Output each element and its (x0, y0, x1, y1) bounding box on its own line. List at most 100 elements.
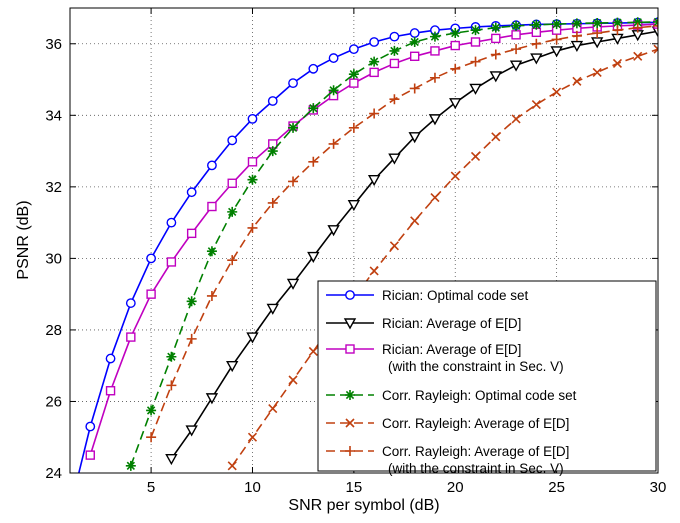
legend-entry-4: Corr. Rayleigh: Optimal code set (326, 388, 577, 403)
legend-marker (345, 290, 355, 300)
data-point (146, 405, 157, 416)
data-point (166, 380, 177, 391)
data-point (632, 22, 643, 33)
data-point (551, 19, 562, 30)
data-point (247, 157, 258, 167)
data-point (247, 432, 258, 442)
data-point (227, 461, 237, 471)
data-point (308, 103, 319, 114)
x-tick-label: 10 (244, 479, 261, 496)
data-point (511, 44, 522, 55)
data-point (409, 36, 420, 47)
data-point (369, 108, 380, 119)
data-point (186, 187, 197, 198)
axis-ticks: 5 10 15 20 25 30 24 26 28 30 32 34 36 (45, 8, 666, 496)
x-tick-label: 5 (147, 479, 155, 496)
legend-entry-6: Corr. Rayleigh: Average of E[D] (with the… (326, 444, 569, 476)
data-point (430, 46, 440, 56)
data-point (511, 30, 521, 40)
data-point (509, 60, 523, 72)
data-point (592, 28, 603, 39)
data-point (489, 71, 502, 83)
series-5 (227, 44, 658, 471)
legend-label: Rician: Optimal code set (382, 288, 529, 303)
data-point (470, 37, 481, 47)
data-point (347, 200, 361, 212)
data-point (389, 241, 399, 251)
data-point (389, 58, 400, 69)
data-point (207, 201, 217, 212)
data-point (105, 386, 116, 396)
data-point (286, 278, 300, 290)
data-point (531, 38, 542, 49)
data-point (653, 44, 658, 54)
data-point (429, 72, 440, 83)
data-point (125, 298, 136, 308)
data-point (389, 31, 400, 42)
data-point (530, 53, 543, 65)
series-layer (66, 16, 658, 513)
legend-label: Corr. Rayleigh: Average of E[D] (382, 444, 569, 459)
legend-marker (345, 344, 355, 354)
data-point (268, 404, 278, 414)
series-line-5 (231, 48, 658, 467)
legend-label: (with the constraint in Sec. V) (388, 461, 564, 476)
data-point (369, 67, 379, 78)
data-point (369, 56, 380, 67)
x-tick-label: 25 (548, 479, 565, 496)
data-point (470, 56, 481, 67)
data-point (550, 46, 563, 58)
data-point (348, 122, 359, 133)
data-point (449, 98, 462, 110)
data-point (348, 69, 359, 80)
legend-entry-1: Rician: Optimal code set (326, 288, 529, 303)
data-point (288, 78, 298, 89)
data-point (206, 290, 217, 301)
data-point (247, 222, 258, 233)
data-point (409, 83, 420, 94)
data-point (288, 122, 299, 133)
data-point (571, 18, 582, 29)
data-point (429, 31, 440, 42)
data-point (328, 138, 339, 149)
x-tick-label: 15 (346, 479, 363, 496)
data-point (246, 332, 259, 344)
data-point (267, 146, 278, 157)
legend-label: Rician: Average of E[D] (382, 342, 521, 357)
data-point (308, 63, 319, 74)
data-point (571, 30, 582, 41)
data-point (166, 217, 177, 228)
data-point (490, 22, 501, 33)
legend-entry-5: Corr. Rayleigh: Average of E[D] (326, 416, 569, 431)
y-tick-label: 34 (45, 107, 62, 124)
data-point (328, 53, 339, 63)
data-point (511, 114, 521, 124)
legend: Rician: Optimal code set Rician: Average … (317, 280, 657, 476)
data-point (327, 225, 340, 237)
data-point (348, 44, 359, 55)
data-point (146, 253, 157, 264)
data-point (592, 18, 603, 29)
plot-frame (69, 7, 659, 474)
data-point (612, 25, 623, 36)
data-point (227, 135, 238, 146)
data-point (126, 332, 136, 342)
data-point (469, 83, 482, 95)
data-point (125, 460, 136, 471)
y-tick-label: 32 (45, 179, 62, 196)
data-point (409, 28, 420, 38)
data-point (450, 28, 461, 39)
legend-entry-3: Rician: Average of E[D] (with the constra… (326, 342, 564, 374)
data-point (66, 505, 74, 513)
legend-marker (345, 446, 355, 456)
data-point (470, 151, 481, 162)
data-point (146, 289, 156, 299)
data-point (227, 178, 237, 188)
data-point (165, 453, 178, 466)
y-tick-label: 28 (45, 322, 62, 339)
y-axis-label: PSNR (dB) (15, 200, 32, 279)
data-point (186, 333, 197, 344)
data-point (267, 197, 278, 208)
legend-entry-2: Rician: Average of E[D] (326, 316, 521, 331)
data-point (570, 40, 584, 52)
